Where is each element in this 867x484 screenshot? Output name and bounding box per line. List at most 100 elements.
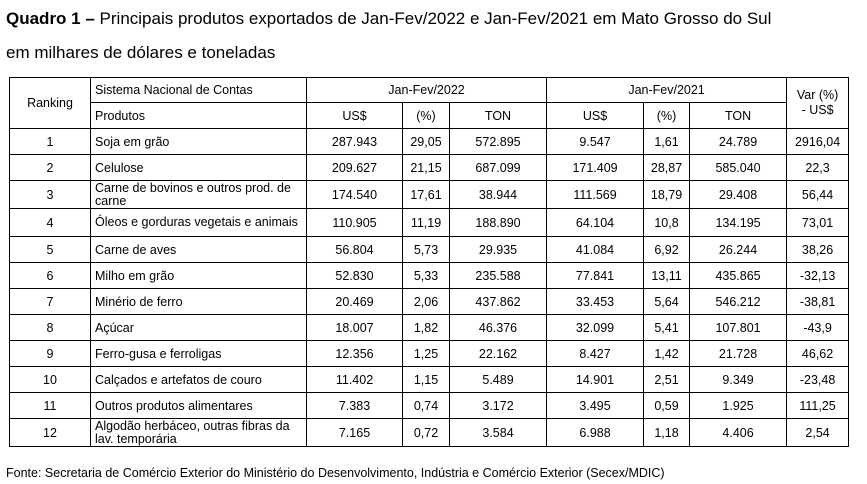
title-text: Principais produtos exportados de Jan-Fe…: [99, 9, 772, 28]
page-title: Quadro 1 – Principais produtos exportado…: [6, 9, 771, 29]
header-sistema: Sistema Nacional de Contas: [90, 77, 307, 103]
header-ton-2021: TON: [689, 102, 788, 129]
pct-2021-cell: 2,51: [643, 366, 691, 393]
pct-2021-cell: 1,18: [643, 418, 691, 447]
var-cell: -32,13: [786, 262, 850, 289]
table-row: 1 Soja em grão 287.943 29,05 572.895 9.547 1,6…: [9, 128, 850, 155]
us-2021-cell: 32.099: [546, 314, 645, 341]
us-2021-cell: 9.547: [546, 128, 645, 155]
product-cell: Calçados e artefatos de couro: [90, 366, 307, 393]
ton-2022-cell: 46.376: [448, 314, 548, 341]
pct-2021-cell: 1,61: [643, 128, 691, 155]
product-cell: Algodão herbáceo, outras fibras da lav. …: [90, 418, 307, 447]
product-cell: Minério de ferro: [90, 288, 307, 315]
var-cell: -23,48: [786, 366, 850, 393]
pct-2022-cell: 5,33: [402, 262, 450, 289]
us-2021-cell: 8.427: [546, 340, 645, 367]
pct-2021-cell: 5,41: [643, 314, 691, 341]
ton-2022-cell: 5.489: [448, 366, 548, 393]
header-var: Var (%) - US$: [786, 77, 850, 129]
source-footer: Fonte: Secretaria de Comércio Exterior d…: [6, 466, 665, 480]
ton-2021-cell: 585.040: [689, 154, 788, 181]
us-2022-cell: 174.540: [306, 180, 403, 209]
header-row-1: Ranking Sistema Nacional de Contas Jan-F…: [9, 77, 850, 129]
ton-2022-cell: 22.162: [448, 340, 548, 367]
ton-2021-cell: 107.801: [689, 314, 788, 341]
us-2021-cell: 64.104: [546, 208, 645, 237]
header-produtos: Produtos: [90, 102, 307, 129]
us-2022-cell: 56.804: [306, 236, 403, 263]
ton-2021-cell: 24.789: [689, 128, 788, 155]
pct-2022-cell: 1,15: [402, 366, 450, 393]
pct-2021-cell: 28,87: [643, 154, 691, 181]
us-2021-cell: 41.084: [546, 236, 645, 263]
us-2022-cell: 11.402: [306, 366, 403, 393]
pct-2022-cell: 1,82: [402, 314, 450, 341]
ton-2021-cell: 21.728: [689, 340, 788, 367]
us-2021-cell: 14.901: [546, 366, 645, 393]
pct-2021-cell: 5,64: [643, 288, 691, 315]
table-row: 8 Açúcar 18.007 1,82 46.376 32.099 5,41 107.801…: [9, 314, 850, 341]
pct-2022-cell: 0,74: [402, 392, 450, 419]
var-cell: 2916,04: [786, 128, 850, 155]
ton-2021-cell: 9.349: [689, 366, 788, 393]
var-cell: 73,01: [786, 208, 850, 237]
ton-2021-cell: 26.244: [689, 236, 788, 263]
header-ton-2022: TON: [448, 102, 548, 129]
product-cell: Outros produtos alimentares: [90, 392, 307, 419]
ton-2022-cell: 29.935: [448, 236, 548, 263]
ton-2021-cell: 4.406: [689, 418, 788, 447]
us-2021-cell: 171.409: [546, 154, 645, 181]
rank-cell: 11: [9, 392, 91, 419]
var-cell: 46,62: [786, 340, 850, 367]
var-cell: 38,26: [786, 236, 850, 263]
pct-2021-cell: 10,8: [643, 208, 691, 237]
table-row: 11 Outros produtos alimentares 7.383 0,74 3.…: [9, 392, 850, 419]
header-us-2021: US$: [546, 102, 645, 129]
product-cell: Carne de aves: [90, 236, 307, 263]
pct-2022-cell: 1,25: [402, 340, 450, 367]
table-row: 10 Calçados e artefatos de couro 11.402 1,1…: [9, 366, 850, 393]
rank-cell: 6: [9, 262, 91, 289]
pct-2022-cell: 11,19: [402, 208, 450, 237]
title-label: Quadro 1 –: [6, 9, 95, 28]
rank-cell: 5: [9, 236, 91, 263]
var-cell: 56,44: [786, 180, 850, 209]
rank-cell: 4: [9, 208, 91, 237]
table-row: 2 Celulose 209.627 21,15 687.099 171.409 28,87…: [9, 154, 850, 181]
pct-2022-cell: 17,61: [402, 180, 450, 209]
pct-2022-cell: 5,73: [402, 236, 450, 263]
ton-2022-cell: 572.895: [448, 128, 548, 155]
ton-2022-cell: 188.890: [448, 208, 548, 237]
page-subtitle: em milhares de dólares e toneladas: [6, 43, 276, 62]
product-cell: Milho em grão: [90, 262, 307, 289]
var-cell: -38,81: [786, 288, 850, 315]
ton-2021-cell: 546.212: [689, 288, 788, 315]
rank-cell: 8: [9, 314, 91, 341]
rank-cell: 3: [9, 180, 91, 209]
ton-2021-cell: 29.408: [689, 180, 788, 209]
pct-2021-cell: 13,11: [643, 262, 691, 289]
header-period-2022: Jan-Fev/2022: [305, 77, 548, 103]
rank-cell: 7: [9, 288, 91, 315]
header-ranking: Ranking: [9, 77, 91, 129]
product-cell: Soja em grão: [90, 128, 307, 155]
ton-2022-cell: 437.862: [448, 288, 548, 315]
rank-cell: 10: [9, 366, 91, 393]
rank-cell: 1: [9, 128, 91, 155]
us-2022-cell: 110.905: [306, 208, 403, 237]
us-2022-cell: 7.165: [306, 418, 403, 447]
us-2022-cell: 209.627: [306, 154, 403, 181]
header-period-2021: Jan-Fev/2021: [546, 77, 788, 103]
exports-table: Ranking Sistema Nacional de Contas Jan-F…: [9, 77, 850, 447]
pct-2022-cell: 2,06: [402, 288, 450, 315]
us-2022-cell: 12.356: [306, 340, 403, 367]
us-2022-cell: 7.383: [306, 392, 403, 419]
pct-2022-cell: 0,72: [402, 418, 450, 447]
table-row: 6 Milho em grão 52.830 5,33 235.588 77.841 13,…: [9, 262, 850, 289]
ton-2021-cell: 1.925: [689, 392, 788, 419]
header-pct-2021: (%): [643, 102, 691, 129]
pct-2021-cell: 0,59: [643, 392, 691, 419]
ton-2021-cell: 435.865: [689, 262, 788, 289]
product-cell: Açúcar: [90, 314, 307, 341]
